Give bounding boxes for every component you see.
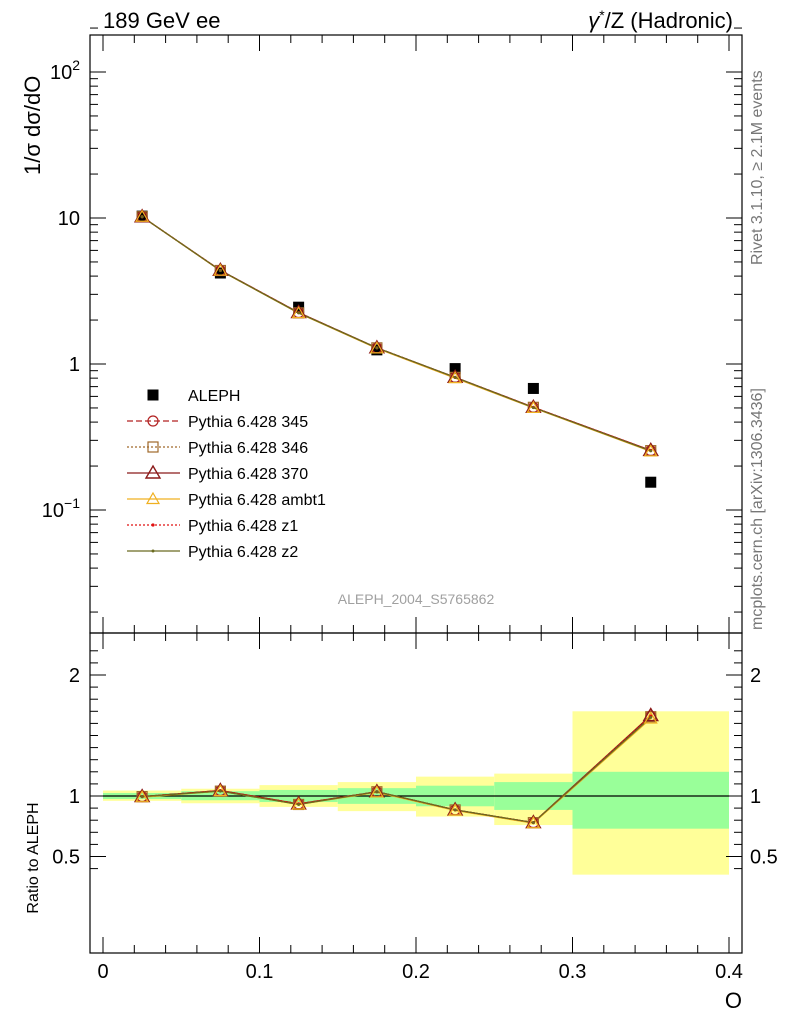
legend-marker-p345 — [147, 415, 159, 427]
ratio-point-ambt1 — [213, 783, 228, 797]
ratio-point-z2 — [531, 821, 535, 825]
ratio-point-ambt1 — [135, 790, 150, 803]
rivet-label: Rivet 3.1.10, ≥ 2.1M events — [749, 70, 766, 265]
main-point-ambt1 — [213, 263, 228, 276]
main-point-ambt1 — [369, 341, 384, 354]
ratio-ytick-label-left: 0.5 — [52, 847, 80, 869]
main-point-ambt1 — [135, 209, 150, 222]
header-right: γ*/Z (Hadronic) — [588, 7, 733, 33]
ratio-panel: Ratio to ALEPH 0.5 0.51 12 2 0 0.1 0.2 0.3 0.4 … — [25, 632, 778, 1013]
header-right-gamma: γ — [588, 8, 601, 33]
ratio-xlabel: O — [725, 988, 742, 1013]
ratio-point-ambt1 — [448, 803, 463, 816]
ratio-xtick-label: 0.3 — [559, 961, 587, 983]
legend-item-z2: Pythia 6.428 z2 — [127, 544, 298, 561]
ratio-point-z2 — [649, 715, 653, 719]
main-point-ambt1 — [643, 444, 658, 457]
ratio-point-ambt1 — [369, 785, 384, 798]
main-point-z2 — [649, 449, 653, 453]
legend-marker-data — [147, 389, 159, 401]
legend: ALEPH Pythia 6.428 345 Pythia 6.428 346 Pyt… — [127, 388, 326, 561]
main-point-z2 — [453, 375, 457, 379]
legend-marker-ambt1 — [145, 491, 161, 505]
ratio-ylabel: Ratio to ALEPH — [25, 802, 42, 913]
main-point-z2 — [375, 346, 379, 350]
ratio-point-ambt1 — [526, 816, 541, 829]
legend-marker-z2 — [151, 549, 155, 553]
main-point-z2 — [140, 215, 144, 219]
main-ytick-label-exp: −1 — [64, 495, 80, 511]
ratio-point-ambt1 — [291, 797, 306, 810]
analysis-label: ALEPH_2004_S5765862 — [338, 591, 495, 607]
ratio-point-z2 — [297, 802, 301, 806]
main-ytick-label-base: 10 — [42, 500, 64, 522]
mcplots-label: mcplots.cern.ch [arXiv:1306.3436] — [749, 388, 766, 630]
ratio-xtick-label: 0 — [97, 961, 108, 983]
main-ytick-label: 10−1 — [42, 495, 80, 522]
data-point-aleph — [645, 476, 657, 488]
ratio-point-z2 — [453, 808, 457, 812]
ratio-ytick-label-right: 2 — [750, 665, 761, 687]
main-ytick-label: 1 — [69, 354, 80, 376]
data-point-aleph — [527, 382, 539, 394]
main-point-z2 — [531, 406, 535, 410]
ratio-point-z2 — [218, 789, 222, 793]
legend-label-p370: Pythia 6.428 370 — [188, 466, 308, 483]
ratio-ytick-label-right: 0.5 — [750, 847, 778, 869]
ratio-ytick-label-right: 1 — [750, 786, 761, 808]
legend-item-p370: Pythia 6.428 370 — [127, 464, 308, 483]
legend-label-p345: Pythia 6.428 345 — [188, 414, 308, 431]
main-ytick-label: 102 — [50, 57, 80, 84]
main-point-z2 — [218, 268, 222, 272]
ratio-point-p370 — [642, 707, 659, 722]
data-point-aleph — [449, 363, 461, 375]
ratio-point-z2 — [140, 795, 144, 799]
legend-label-ambt1: Pythia 6.428 ambt1 — [188, 492, 326, 509]
main-ylabel: 1/σ dσ/dO — [20, 76, 45, 175]
main-point-ambt1 — [526, 400, 541, 414]
main-ytick-label-base: 10 — [58, 208, 80, 230]
ratio-xtick-label: 0.1 — [246, 961, 274, 983]
legend-item-ambt1: Pythia 6.428 ambt1 — [127, 491, 326, 509]
main-ytick-label-exp: 2 — [72, 57, 80, 73]
band-inner — [572, 771, 729, 829]
legend-item-data: ALEPH — [147, 388, 240, 405]
legend-label-z1: Pythia 6.428 z1 — [188, 518, 298, 535]
ratio-ytick-label-left: 1 — [69, 786, 80, 808]
main-ytick-label: 10 — [58, 208, 80, 230]
data-point-aleph — [214, 267, 226, 279]
main-point-z2 — [297, 311, 301, 315]
main-ytick-label-base: 10 — [50, 62, 72, 84]
main-point-ambt1 — [448, 370, 463, 384]
ratio-point-ambt1 — [643, 711, 658, 724]
legend-item-p345: Pythia 6.428 345 — [127, 414, 308, 431]
header-right-star: * — [599, 7, 605, 23]
data-point-aleph — [371, 344, 383, 356]
ratio-xtick-label: 0.2 — [402, 961, 430, 983]
main-point-ambt1 — [291, 305, 306, 319]
ratio-ytick-label-left: 2 — [69, 665, 80, 687]
legend-item-p346: Pythia 6.428 346 — [127, 440, 308, 457]
legend-label-data: ALEPH — [188, 388, 240, 405]
legend-label-p346: Pythia 6.428 346 — [188, 440, 308, 457]
legend-marker-p370 — [144, 464, 162, 479]
legend-item-z1: Pythia 6.428 z1 — [127, 518, 298, 535]
legend-marker-p346 — [147, 441, 159, 453]
header-left: 189 GeV ee — [103, 8, 220, 33]
main-ytick-label-base: 1 — [69, 354, 80, 376]
ratio-xtick-label: 0.4 — [715, 961, 743, 983]
header-right-rest: /Z (Hadronic) — [605, 8, 733, 33]
legend-marker-z1 — [151, 523, 155, 527]
legend-label-z2: Pythia 6.428 z2 — [188, 544, 298, 561]
ratio-point-z2 — [375, 790, 379, 794]
